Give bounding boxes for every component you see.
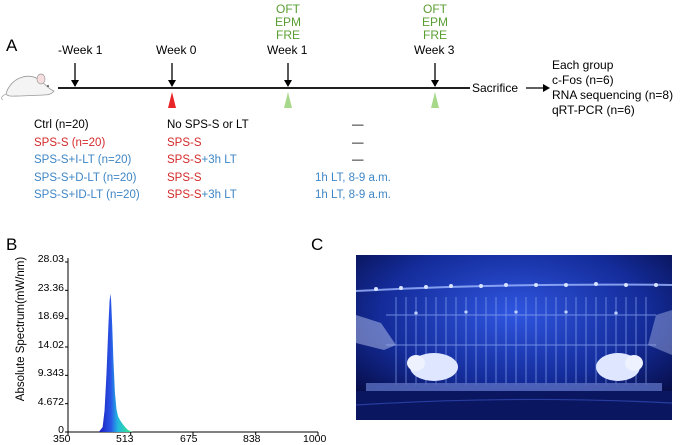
y-tick: 9.343 [37,367,64,379]
x-tick: 675 [180,433,198,445]
x-tick: 350 [53,433,71,445]
spectrum-area [98,293,134,432]
y-tick-labels: 28.03 23.36 18.69 14.02 9.343 4.672 0 [34,253,64,436]
dash-col: — — — [352,119,364,166]
x-tick: 838 [243,433,261,445]
panel-label-b: B [6,235,18,254]
panel-label-c: C [311,235,324,254]
label-week1: Week 1 [267,43,308,57]
x-tick: 1000 [303,433,327,445]
label-week3: Week 3 [414,43,455,57]
y-tick: 18.69 [37,310,64,322]
y-tick: 23.36 [37,281,64,294]
group-names: Ctrl (n=20) SPS-S (n=20) SPS-S+I-LT (n=2… [34,119,140,201]
test-marker-week3 [431,92,439,108]
panel-label-a: A [6,36,18,55]
stress-marker [168,92,176,108]
timeline [58,63,550,108]
x-tick: 513 [116,433,134,445]
y-tick: 4.672 [37,395,64,408]
label-minus-week1: -Week 1 [58,43,103,57]
y-tick: 28.03 [37,253,64,265]
week1-lt-col: 1h LT, 8-9 a.m. 1h LT, 8-9 a.m. [315,171,391,202]
week0-treatments: No SPS-S or LT SPS-S SPS-S+3h LT SPS-S S… [167,119,249,201]
mouse-icon [1,73,55,101]
tests-week3: OFT EPM FRE [421,2,448,42]
outcomes-list: Each group c-Fos (n=6) RNA sequencing (n… [552,58,674,117]
y-tick: 0 [58,424,64,436]
test-marker-week1 [284,92,292,108]
y-tick: 14.02 [37,338,64,351]
cage-photo [355,255,673,420]
tests-week1: OFT EPM FRE [274,2,301,42]
sacrifice-label: Sacrifice [472,81,519,95]
label-week0: Week 0 [156,43,197,57]
